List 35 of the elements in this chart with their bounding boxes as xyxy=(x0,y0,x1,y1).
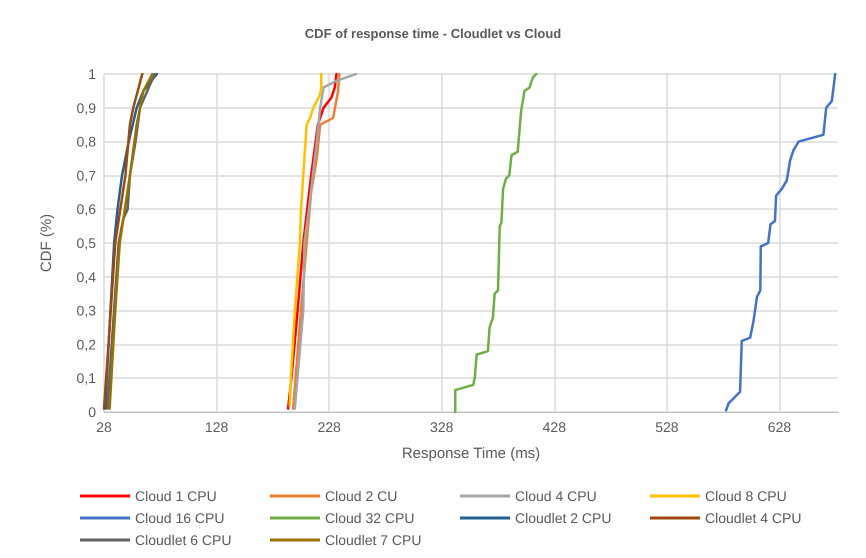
y-tick-label: 0,7 xyxy=(76,167,96,184)
x-tick-label: 228 xyxy=(317,419,342,435)
y-tick-label: 0,4 xyxy=(76,268,96,285)
line-series xyxy=(288,72,323,406)
x-tick-label: 428 xyxy=(542,419,566,435)
legend-label: Cloudlet 4 CPU xyxy=(705,510,802,526)
legend-label: Cloudlet 2 CPU xyxy=(515,510,612,526)
legend-label: Cloud 16 CPU xyxy=(135,510,224,526)
y-tick-label: 0,1 xyxy=(76,370,96,386)
chart-title: CDF of response time - Cloudlet vs Cloud xyxy=(304,26,562,41)
legend-label: Cloud 32 CPU xyxy=(325,510,414,526)
y-tick-label: 1 xyxy=(88,66,96,82)
y-tick-label: 0,3 xyxy=(76,302,96,319)
legend-label: Cloudlet 7 CPU xyxy=(325,532,422,548)
x-tick-label: 528 xyxy=(655,419,679,435)
x-tick-label: 328 xyxy=(430,419,454,435)
y-axis-title: CDF (%) xyxy=(38,214,55,272)
line-series xyxy=(294,72,358,410)
y-tick-label: 0 xyxy=(88,404,96,420)
legend-label: Cloud 4 CPU xyxy=(515,488,597,504)
x-tick-label: 28 xyxy=(96,419,112,435)
y-tick-label: 0,8 xyxy=(76,134,96,150)
legend-label: Cloudlet 6 CPU xyxy=(135,532,232,548)
line-series xyxy=(724,72,836,412)
y-tick-label: 0,6 xyxy=(76,201,96,218)
legend-label: Cloud 1 CPU xyxy=(135,488,217,504)
legend-label: Cloud 2 CU xyxy=(325,488,398,504)
y-tick-label: 0,9 xyxy=(76,100,96,116)
x-axis-title: Response Time (ms) xyxy=(402,445,540,462)
legend-label: Cloud 8 CPU xyxy=(705,488,787,504)
y-tick-label: 0,2 xyxy=(76,336,96,352)
y-tick-label: 0,5 xyxy=(76,235,96,251)
x-tick-label: 628 xyxy=(768,419,792,435)
x-tick-label: 128 xyxy=(204,419,228,435)
line-series xyxy=(454,72,538,414)
